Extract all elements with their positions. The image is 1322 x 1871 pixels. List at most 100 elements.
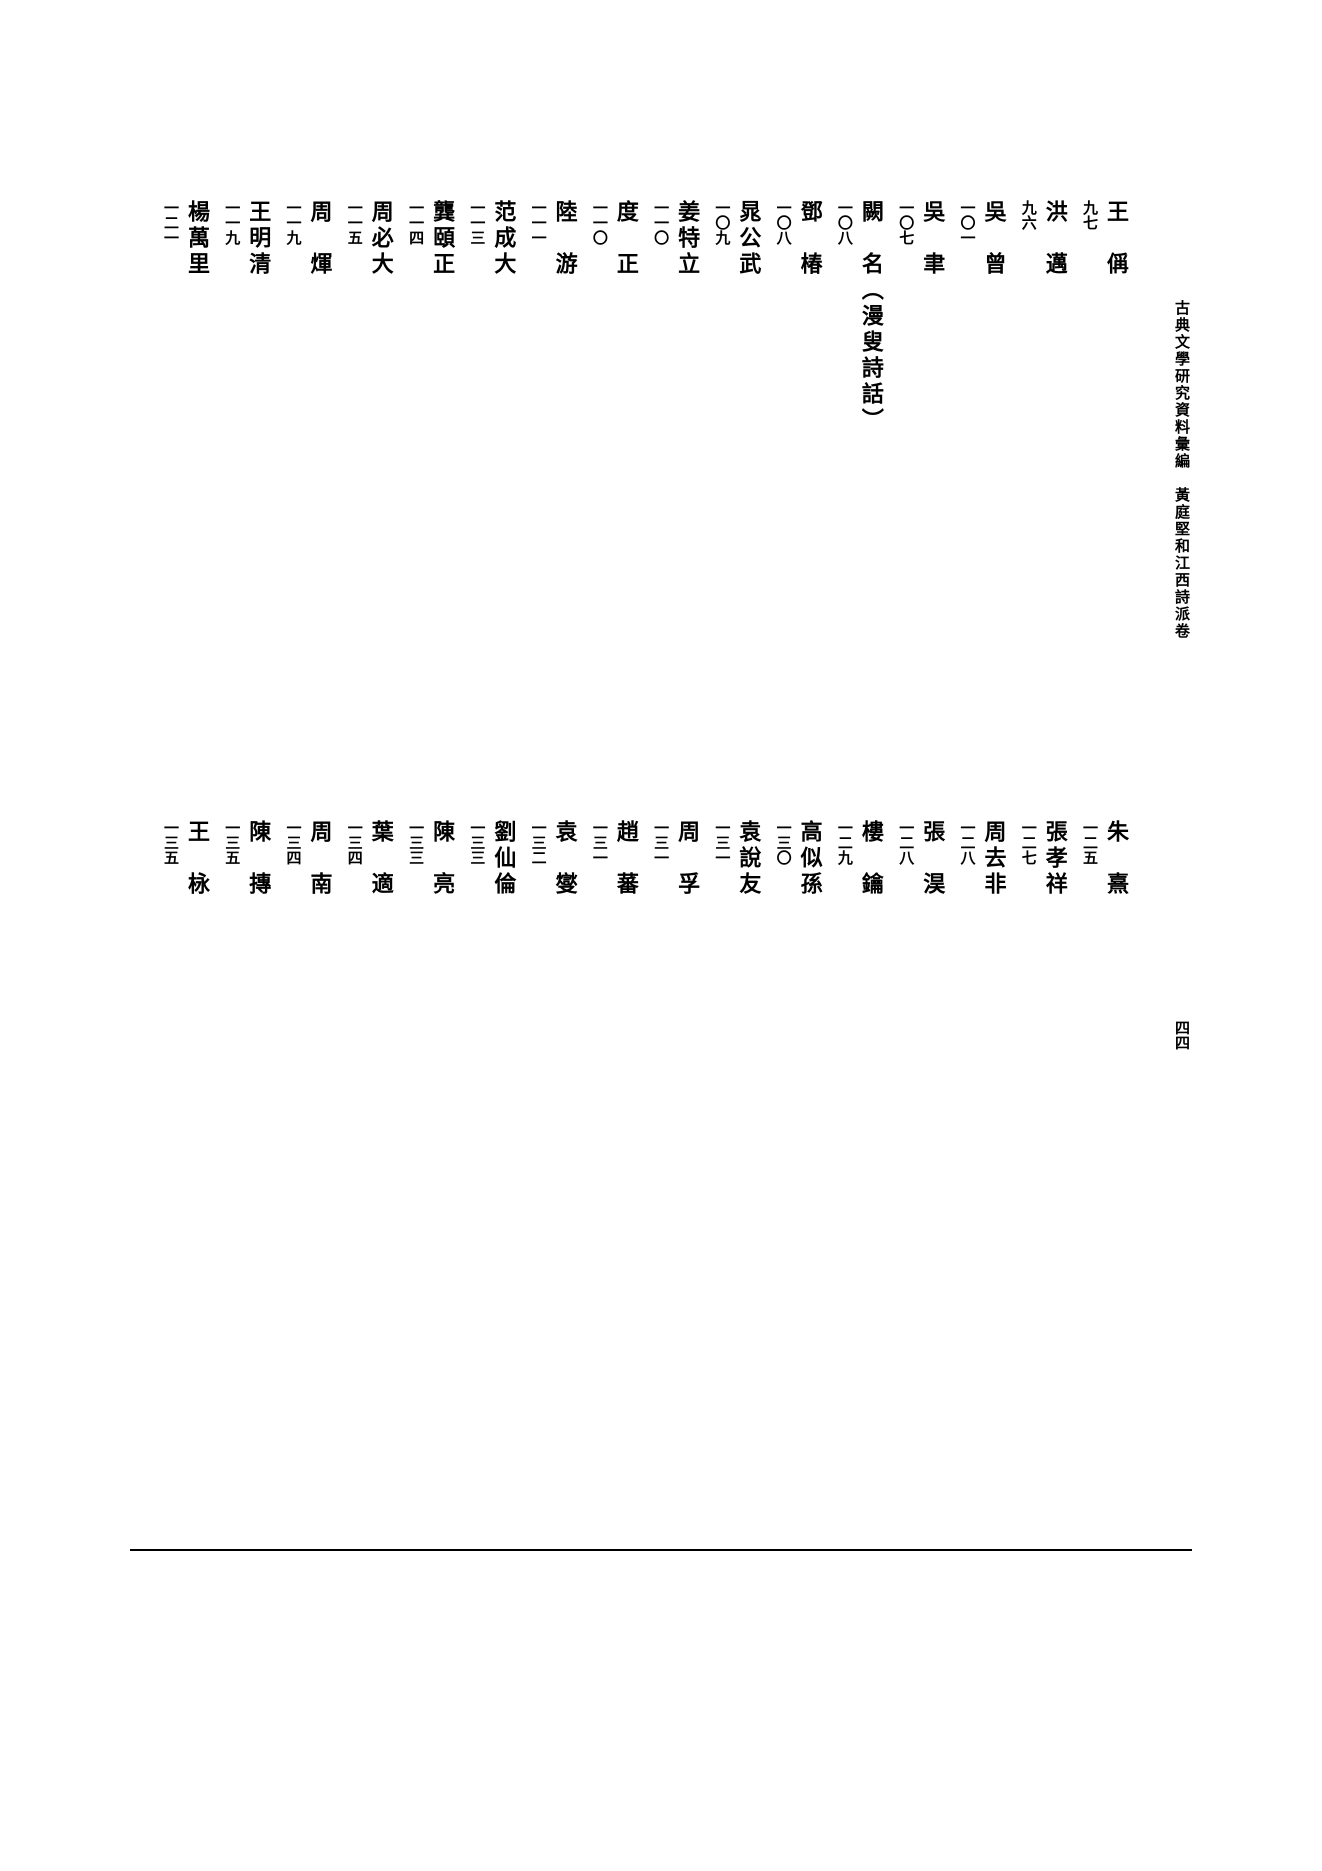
toc-entry: 劉仙倫一三三: [466, 820, 519, 1340]
toc-entry-name: 趙 蕃: [610, 820, 642, 1340]
toc-entry-page: 一〇八: [834, 200, 855, 720]
toc-entry: 王明清一一九: [221, 200, 274, 720]
toc-entry: 王 栐一三五: [160, 820, 213, 1340]
toc-entry-page: 一二一: [160, 200, 181, 720]
toc-entry-name: 陸 游: [549, 200, 581, 720]
toc-entry-name: 周 南: [304, 820, 336, 1340]
toc-entry-page: 一〇七: [895, 200, 916, 720]
toc-entry: 吳 聿一〇七: [895, 200, 948, 720]
toc-entry-page: 一一四: [405, 200, 426, 720]
toc-entry-page: 一三一: [589, 820, 610, 1340]
toc-entry-name: 鄧 椿: [794, 200, 826, 720]
toc-entry-page: 一三二: [528, 820, 549, 1340]
toc-entry: 張孝祥一二七: [1018, 820, 1071, 1340]
toc-entry: 朱 熹一二五: [1079, 820, 1132, 1340]
toc-entry: 姜特立一一〇: [650, 200, 703, 720]
toc-entry: 周 南一三四: [283, 820, 336, 1340]
page-number: 四四: [1171, 1020, 1192, 1050]
toc-entry: 洪 邁九六: [1018, 200, 1071, 720]
toc-entry-name: 周 煇: [304, 200, 336, 720]
toc-entry-name: 袁 燮: [549, 820, 581, 1340]
toc-entry-page: 一三三: [466, 820, 487, 1340]
toc-upper-section: 王 偁九七洪 邁九六吳 曾一〇一吳 聿一〇七闕 名（漫叟詩話）一〇八鄧 椿一〇八…: [160, 200, 1132, 720]
toc-entry-name: 范成大: [487, 200, 519, 720]
toc-entry-page: 一一〇: [650, 200, 671, 720]
toc-entry-name: 洪 邁: [1039, 200, 1071, 720]
toc-entry-page: 一三三: [405, 820, 426, 1340]
toc-entry: 高似孫一三〇: [773, 820, 826, 1340]
toc-entry-name: 葉 適: [365, 820, 397, 1340]
toc-entry: 鄧 椿一〇八: [773, 200, 826, 720]
toc-entry-page: 一二七: [1018, 820, 1039, 1340]
toc-entry-page: 一三一: [650, 820, 671, 1340]
toc-entry-name: 周必大: [365, 200, 397, 720]
toc-entry: 范成大一一三: [466, 200, 519, 720]
toc-lower-section: 朱 熹一二五張孝祥一二七周去非一二八張 淏一二八樓 鑰一二九高似孫一三〇袁說友一…: [160, 820, 1132, 1340]
toc-entry-name: 高似孫: [794, 820, 826, 1340]
toc-entry: 晁公武一〇九: [711, 200, 764, 720]
toc-entry: 龔頤正一一四: [405, 200, 458, 720]
toc-entry: 周去非一二八: [956, 820, 1009, 1340]
toc-entry-page: 一一五: [344, 200, 365, 720]
toc-entry: 葉 適一三四: [344, 820, 397, 1340]
toc-entry: 陳 摶一三五: [221, 820, 274, 1340]
toc-entry-page: 一一九: [283, 200, 304, 720]
toc-entry-name: 王明清: [242, 200, 274, 720]
toc-entry-name: 姜特立: [671, 200, 703, 720]
toc-entry: 張 淏一二八: [895, 820, 948, 1340]
toc-entry-page: 一一一: [528, 200, 549, 720]
toc-entry-name: 陳 摶: [242, 820, 274, 1340]
toc-entry-page: 一〇一: [956, 200, 977, 720]
running-header: 古典文學研究資料彙編 黃庭堅和江西詩派卷: [1171, 300, 1192, 640]
page-container: 古典文學研究資料彙編 黃庭堅和江西詩派卷 四四 王 偁九七洪 邁九六吳 曾一〇一…: [130, 120, 1192, 1551]
toc-entry: 闕 名（漫叟詩話）一〇八: [834, 200, 887, 720]
toc-entry-name: 王 栐: [181, 820, 213, 1340]
toc-entry-page: 一二八: [895, 820, 916, 1340]
toc-entry-name: 龔頤正: [426, 200, 458, 720]
toc-entry-page: 一三四: [344, 820, 365, 1340]
toc-entry-name: 張 淏: [916, 820, 948, 1340]
toc-entry-name: 闕 名（漫叟詩話）: [855, 200, 887, 720]
toc-entry: 吳 曾一〇一: [956, 200, 1009, 720]
toc-entry-name: 周去非: [977, 820, 1009, 1340]
toc-entry: 度 正一一〇: [589, 200, 642, 720]
toc-entry-page: 一二九: [834, 820, 855, 1340]
toc-entry-name: 袁說友: [732, 820, 764, 1340]
toc-entry-page: 九六: [1018, 200, 1039, 720]
toc-entry: 周必大一一五: [344, 200, 397, 720]
toc-entry-page: 一二五: [1079, 820, 1100, 1340]
toc-entry: 袁說友一三一: [711, 820, 764, 1340]
toc-entry-page: 一一三: [466, 200, 487, 720]
toc-entry-name: 楊萬里: [181, 200, 213, 720]
toc-entry: 陳 亮一三三: [405, 820, 458, 1340]
toc-entry-page: 一〇九: [711, 200, 732, 720]
toc-entry-page: 一〇八: [773, 200, 794, 720]
toc-entry-name: 吳 聿: [916, 200, 948, 720]
toc-entry: 樓 鑰一二九: [834, 820, 887, 1340]
toc-entry-page: 一三〇: [773, 820, 794, 1340]
toc-entry-page: 一三四: [283, 820, 304, 1340]
toc-entry: 袁 燮一三二: [528, 820, 581, 1340]
toc-entry-name: 周 孚: [671, 820, 703, 1340]
toc-entry: 周 孚一三一: [650, 820, 703, 1340]
toc-entry-name: 吳 曾: [977, 200, 1009, 720]
toc-entry-page: 九七: [1079, 200, 1100, 720]
toc-entry-page: 一一〇: [589, 200, 610, 720]
toc-entry: 陸 游一一一: [528, 200, 581, 720]
toc-entry: 王 偁九七: [1079, 200, 1132, 720]
toc-entry-page: 一三五: [160, 820, 181, 1340]
toc-entry-name: 王 偁: [1100, 200, 1132, 720]
toc-entry-name: 晁公武: [732, 200, 764, 720]
toc-entry-name: 朱 熹: [1100, 820, 1132, 1340]
toc-entry-name: 陳 亮: [426, 820, 458, 1340]
toc-entry: 周 煇一一九: [283, 200, 336, 720]
toc-entry-page: 一三五: [221, 820, 242, 1340]
toc-entry: 楊萬里一二一: [160, 200, 213, 720]
toc-entry-name: 樓 鑰: [855, 820, 887, 1340]
toc-entry-page: 一三一: [711, 820, 732, 1340]
toc-entry: 趙 蕃一三一: [589, 820, 642, 1340]
toc-entry-page: 一一九: [221, 200, 242, 720]
toc-entry-name: 度 正: [610, 200, 642, 720]
toc-entry-name: 劉仙倫: [487, 820, 519, 1340]
toc-entry-name: 張孝祥: [1039, 820, 1071, 1340]
